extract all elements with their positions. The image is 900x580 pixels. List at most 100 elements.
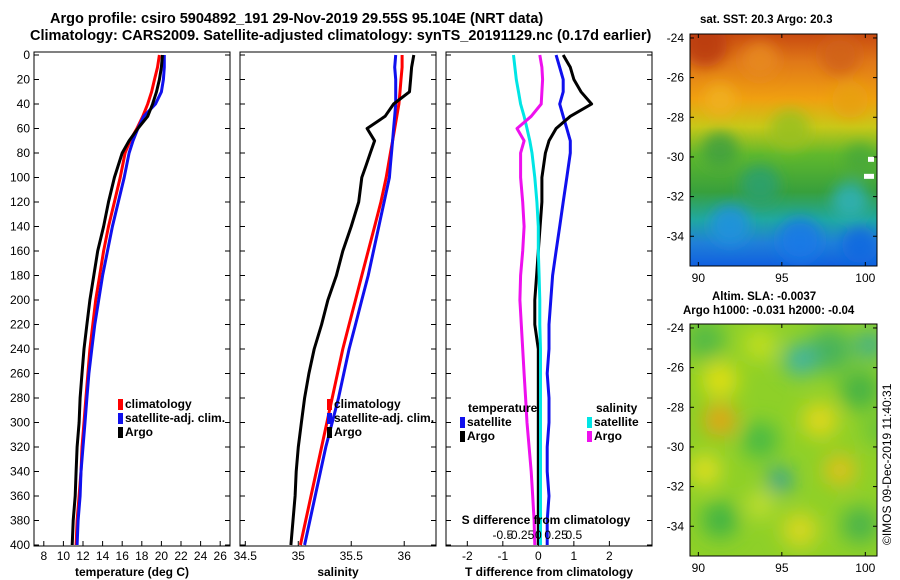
map-y-tick-label: -28 [667, 400, 685, 414]
map-x-tick-label: 90 [692, 271, 706, 285]
sla-blob [768, 468, 792, 492]
series-salinity-satellite [512, 54, 542, 545]
legend-swatch [327, 399, 332, 410]
y-tick-label: 260 [10, 367, 30, 381]
map-frame [689, 323, 878, 557]
y-tick-label: 0 [23, 48, 30, 62]
x-tick-label: -2 [462, 549, 473, 563]
difference-panel: -2 -1 0 1 2 T difference from climatology S di… [445, 51, 653, 579]
sst-blob [778, 218, 822, 262]
legend-swatch [118, 427, 123, 438]
sla-blob [856, 331, 877, 359]
series-lines [512, 54, 594, 546]
y-tick-label: 140 [10, 220, 30, 234]
series-satellite-adj-clim- [75, 55, 166, 546]
sla-blob [824, 454, 856, 486]
sst-blob [820, 35, 860, 75]
sla-blob [744, 329, 776, 361]
legend-label: Argo [594, 429, 622, 443]
sst-blob [704, 84, 736, 116]
legend-label: satellite [594, 415, 639, 429]
sla-blob [746, 491, 774, 519]
map-y-tick-label: -24 [667, 31, 685, 45]
map-y-tick-label: -30 [667, 440, 685, 454]
legend-label: Argo [334, 425, 362, 439]
legend-heading-salinity: salinity [596, 401, 638, 415]
legend-label: satellite-adj. clim. [125, 411, 225, 425]
sla-blob [742, 422, 778, 458]
x-tick-label: 14 [96, 549, 110, 563]
legend-swatch [460, 417, 465, 428]
x-axis-label: salinity [317, 565, 359, 579]
legend-label: climatology [125, 397, 192, 411]
y-tick-label: 360 [10, 489, 30, 503]
y-tick-label: 380 [10, 514, 30, 528]
sla-blob [690, 454, 721, 486]
sst-blob [742, 42, 778, 78]
sla-blob [704, 404, 736, 436]
x-tick-label: 12 [76, 549, 90, 563]
x-tick-label: 18 [135, 549, 149, 563]
legend-label: climatology [334, 397, 401, 411]
sla-field [690, 324, 877, 556]
plot-frame [33, 51, 231, 547]
y-tick-label: 340 [10, 465, 30, 479]
y-tick-label: 40 [17, 97, 31, 111]
argo-position-marker [867, 156, 874, 162]
y-tick-label: 400 [10, 538, 30, 552]
sst-blob [710, 205, 750, 245]
series-satellite-adj-clim- [303, 54, 398, 546]
s-difference-tick-label: 0.5 [566, 528, 583, 542]
sla-blob [866, 416, 877, 444]
x-tick-label: 36 [398, 549, 412, 563]
x-tick-label: -1 [497, 549, 508, 563]
x-axis-label: T difference from climatology [465, 565, 633, 579]
legend-swatch [118, 399, 123, 410]
sla-blob [690, 324, 725, 360]
map-y-tick-label: -34 [667, 229, 685, 243]
legend-swatch [460, 431, 465, 442]
sla-map-subtitle: Argo h1000: -0.031 h2000: -0.04 [683, 305, 855, 317]
x-tick-label: 16 [116, 549, 130, 563]
imos-timestamp: ©IMOS 09-Dec-2019 11:40:31 [880, 383, 894, 545]
legend-swatch [118, 413, 123, 424]
series-argo [289, 54, 416, 546]
legend-heading-temperature: temperature [468, 401, 538, 415]
y-tick-label: 220 [10, 318, 30, 332]
map-y-tick-label: -24 [667, 321, 685, 335]
legend-label: Argo [467, 429, 495, 443]
series-argo [70, 54, 164, 546]
sst-blob [702, 132, 738, 168]
map-x-tick-label: 90 [692, 561, 706, 575]
map-frame [689, 33, 878, 267]
salinity-panel: 34.5 35 35.5 36 salinity climatologysatellite… [234, 51, 437, 579]
temperature-panel: 0 20 40 60 80 100 120 140 160 180 200 220 240 260 280 3… [10, 48, 231, 579]
map-x-tick-label: 100 [855, 561, 875, 575]
map-x-tick-label: 100 [855, 271, 875, 285]
x-tick-label: 20 [155, 549, 169, 563]
sst-blob [844, 144, 876, 176]
x-tick-label: 35.5 [340, 549, 364, 563]
map-y-tick-label: -26 [667, 71, 685, 85]
x-tick-label: 35 [292, 549, 306, 563]
sla-map-title: Altim. SLA: -0.0037 [712, 291, 817, 303]
sst-blob [690, 34, 727, 67]
series-salinity-argo [515, 54, 545, 546]
sst-field [690, 34, 877, 266]
y-tick-label: 240 [10, 342, 30, 356]
sst-blob [740, 165, 780, 205]
x-tick-label: 24 [194, 549, 208, 563]
series-lines [289, 54, 416, 546]
legend-swatch [587, 417, 592, 428]
plot-frame [239, 51, 437, 547]
sla-blob [784, 344, 816, 376]
argo-position-marker [863, 173, 874, 179]
s-difference-tick-label: -0.5 [492, 528, 513, 542]
s-difference-tick-label: 0.25 [544, 528, 568, 542]
map-x-tick-label: 95 [775, 271, 789, 285]
sst-map-title: sat. SST: 20.3 Argo: 20.3 [700, 14, 833, 26]
s-difference-tick-label: -0.25 [507, 528, 535, 542]
legend-swatch [587, 431, 592, 442]
y-tick-label: 60 [17, 122, 31, 136]
map-x-tick-label: 95 [775, 561, 789, 575]
